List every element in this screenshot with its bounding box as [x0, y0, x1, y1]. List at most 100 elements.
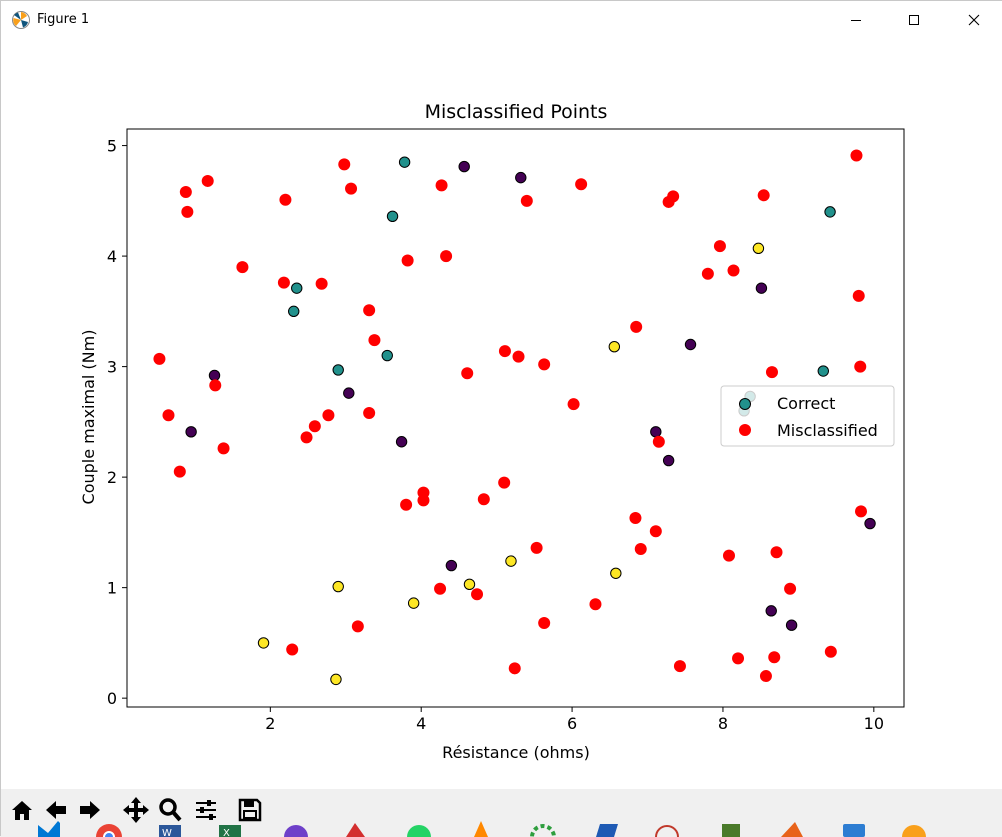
misclassified-point [589, 598, 602, 611]
y-tick-label: 3 [107, 358, 117, 377]
misclassified-point [351, 620, 364, 633]
misclassified-point [209, 379, 222, 392]
minimize-button[interactable] [827, 1, 885, 39]
correct-point [463, 578, 476, 591]
misclassified-point [673, 660, 686, 673]
x-tick-label: 6 [567, 714, 577, 733]
misclassified-point [179, 185, 192, 198]
app-taskbar-icon[interactable] [716, 819, 746, 837]
y-tick-label: 5 [107, 137, 117, 156]
correct-point [752, 242, 765, 255]
misclassified-point [461, 367, 474, 380]
forward-button[interactable] [73, 793, 107, 827]
misclassified-point [153, 352, 166, 365]
powershell-taskbar-icon[interactable] [591, 819, 621, 837]
chart-title: Misclassified Points [425, 101, 608, 123]
misclassified-point [850, 149, 863, 162]
save-button[interactable] [233, 793, 267, 827]
legend-marker-correct [739, 398, 751, 410]
misclassified-point [471, 588, 484, 601]
network-taskbar-icon[interactable] [652, 819, 682, 837]
misclassified-point [722, 549, 735, 562]
correct-point [288, 305, 300, 318]
correct-point [208, 369, 221, 382]
misclassified-point [173, 465, 186, 478]
x-tick-label: 8 [718, 714, 728, 733]
y-axis: 0 1 2 3 4 5 [107, 137, 127, 708]
x-tick-label: 2 [265, 714, 275, 733]
matlab-taskbar-icon[interactable] [777, 819, 807, 837]
correct-point [445, 559, 458, 572]
misclassified-point [630, 320, 643, 333]
spinner-taskbar-icon[interactable] [528, 819, 558, 837]
misclassified-point [277, 276, 290, 289]
matplotlib-taskbar-icon[interactable] [899, 819, 929, 837]
misclassified-point [181, 205, 194, 218]
forward-icon [80, 801, 100, 819]
word-taskbar-icon[interactable]: W [156, 819, 186, 837]
correct-point [257, 637, 270, 649]
misclassified-point [162, 409, 175, 422]
maximize-button[interactable] [885, 1, 943, 39]
zoom-button[interactable] [153, 793, 187, 827]
zoom-icon [159, 798, 182, 822]
correct-point [291, 282, 303, 294]
vscode-taskbar-icon[interactable] [34, 819, 64, 837]
correct-point [650, 426, 662, 438]
svg-text:W: W [162, 828, 172, 837]
correct-point [458, 160, 470, 173]
configure-subplots-button[interactable] [189, 793, 223, 827]
close-button[interactable] [945, 1, 1002, 39]
correct-point [610, 567, 622, 579]
misclassified-point [770, 546, 783, 559]
misclassified-point [201, 174, 214, 187]
misclassified-point [300, 431, 313, 444]
legend-label-correct: Correct [777, 394, 835, 413]
home-button[interactable] [5, 793, 39, 827]
y-tick-label: 4 [107, 247, 117, 266]
pan-icon [123, 797, 149, 823]
misclassified-point [338, 158, 351, 171]
matplotlib-logo-icon [12, 11, 30, 29]
photos-taskbar-icon[interactable] [839, 819, 869, 837]
correct-point [662, 454, 675, 467]
misclassified-point [434, 582, 447, 595]
correct-point [407, 597, 420, 609]
x-tick-label: 10 [864, 714, 884, 733]
maximize-icon [909, 15, 919, 25]
correct-point [381, 349, 393, 362]
misclassified-point [345, 182, 358, 195]
misclassified-point [400, 498, 413, 511]
taskbar: W X [1, 819, 1002, 837]
misclassified-point [567, 398, 580, 411]
correct-point [332, 364, 344, 376]
misclassified-point [512, 350, 525, 363]
correct-point [785, 619, 798, 631]
misclassified-point [727, 264, 740, 277]
close-icon [968, 14, 980, 26]
misclassified-point [854, 360, 867, 373]
figure-canvas[interactable]: Misclassified Points 2 4 6 8 10 0 1 2 3 4 5 Résis… [1, 39, 1002, 789]
misclassified-point [520, 194, 533, 207]
y-axis-label: Couple maximal (Nm) [79, 330, 98, 505]
misclassified-point [713, 240, 726, 253]
acrobat-taskbar-icon[interactable] [341, 819, 371, 837]
misclassified-point [732, 652, 745, 665]
vlc-taskbar-icon[interactable] [466, 819, 496, 837]
legend-label-misclassified: Misclassified [777, 421, 878, 440]
misclassified-point [649, 525, 662, 538]
correct-point [398, 156, 411, 168]
excel-taskbar-icon[interactable]: X [216, 819, 246, 837]
github-taskbar-icon[interactable] [281, 819, 311, 837]
misclassified-point [498, 476, 511, 489]
pan-button[interactable] [119, 793, 153, 827]
misclassified-point [286, 643, 299, 656]
misclassified-point [538, 358, 551, 371]
chrome-taskbar-icon[interactable] [94, 819, 124, 837]
back-button[interactable] [39, 793, 73, 827]
misclassified-point [368, 334, 381, 347]
correct-point [330, 673, 342, 686]
whatsapp-taskbar-icon[interactable] [404, 819, 434, 837]
misclassified-point [435, 179, 448, 192]
